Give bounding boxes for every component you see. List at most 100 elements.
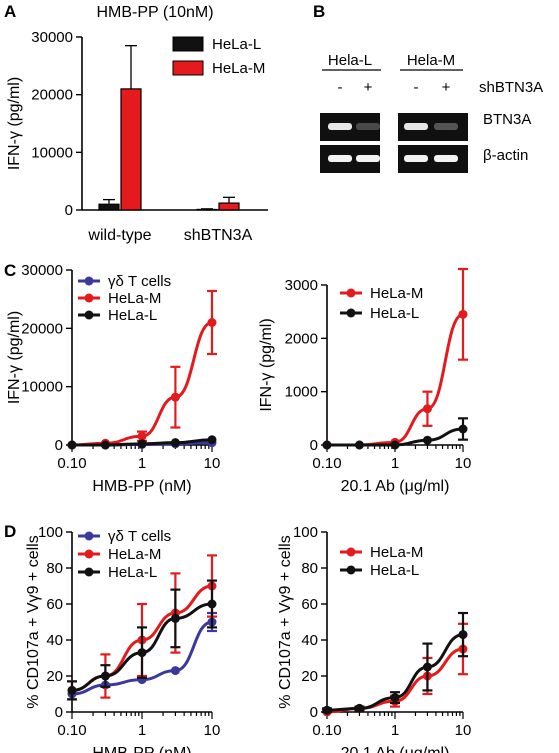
- chart-a-bar: [218, 202, 240, 211]
- y-tick-label: 100: [293, 524, 318, 541]
- panel-d-right-chart: 0 20 40 60 80 100 0.10 1 10 20.1 Ab (μg/ml) % CD10…: [277, 524, 471, 753]
- x-tick-label: 10: [455, 455, 472, 472]
- data-point: [422, 662, 432, 672]
- legend-marker: [84, 549, 94, 559]
- x-tick-label: 0.10: [57, 455, 86, 472]
- data-point: [458, 424, 468, 434]
- gel-condition-label: shBTN3A: [479, 79, 543, 96]
- x-tick-label: 1: [138, 722, 146, 739]
- y-axis-label: IFN-γ (pg/ml): [6, 311, 23, 404]
- data-point: [322, 705, 332, 715]
- legend-marker: [84, 531, 94, 541]
- series-line: [71, 321, 213, 447]
- y-tick-label: 20000: [21, 320, 63, 337]
- y-tick-label: 0: [310, 437, 318, 454]
- y-tick-label: 40: [301, 632, 318, 649]
- chart-a-y-tick-label: 0: [65, 202, 73, 219]
- y-tick-label: 80: [301, 560, 318, 577]
- panel-letter-b: B: [313, 2, 325, 21]
- panel-b-gel: Hela-L Hela-M - + - + shBTN3A BTN3A β-ac…: [320, 52, 543, 173]
- gel-group-label-2: Hela-M: [407, 52, 455, 69]
- chart-a-legend-label: HeLa-M: [212, 60, 265, 77]
- data-point: [170, 666, 180, 676]
- y-tick-label: 60: [301, 596, 318, 613]
- legend-label: γδ T cells: [108, 528, 171, 545]
- data-point: [322, 440, 332, 450]
- x-tick-label: 0.10: [312, 455, 341, 472]
- y-tick-label: 20: [46, 668, 63, 685]
- data-point: [422, 404, 432, 414]
- x-tick-label: 1: [391, 455, 399, 472]
- panel-letter-c: C: [4, 261, 16, 280]
- legend-label: HeLa-L: [108, 307, 157, 324]
- legend-marker: [84, 567, 94, 577]
- y-tick-label: 80: [46, 560, 63, 577]
- legend-marker: [84, 293, 94, 303]
- chart-a-legend-label: HeLa-L: [212, 36, 261, 53]
- y-tick-label: 10000: [21, 379, 63, 396]
- y-tick-label: 0: [55, 437, 63, 454]
- chart-a-x-tick-label: wild-type: [87, 227, 151, 244]
- y-tick-label: 60: [46, 596, 63, 613]
- gel-band: [404, 155, 428, 162]
- x-tick-label: 1: [138, 455, 146, 472]
- chart-a-bars: [98, 45, 240, 211]
- chart-a-y-tick-label: 10000: [31, 144, 73, 161]
- chart-a-bar: [196, 208, 218, 211]
- gel-group-label-1: Hela-L: [328, 52, 372, 69]
- legend-marker: [346, 288, 356, 298]
- chart-a-legend-swatch: [172, 60, 204, 76]
- legend-label: HeLa-M: [370, 285, 423, 302]
- legend-label: HeLa-M: [370, 544, 423, 561]
- gel-image: [320, 113, 468, 173]
- legend-label: HeLa-L: [370, 562, 419, 579]
- data-point: [170, 613, 180, 623]
- legend-marker: [346, 565, 356, 575]
- lane-sign-3: -: [414, 79, 419, 96]
- y-tick-label: 40: [46, 632, 63, 649]
- y-tick-label: 0: [55, 704, 63, 721]
- lane-sign-2: +: [364, 79, 373, 96]
- legend-label: γδ T cells: [108, 273, 171, 290]
- data-point: [354, 703, 364, 713]
- legend-label: HeLa-L: [108, 564, 157, 581]
- data-point: [67, 685, 77, 695]
- x-tick-label: 0.10: [57, 722, 86, 739]
- panel-c-right-chart: 0 1000 2000 3000 0.10 1 10 20.1 Ab (μg/ml) IFN-γ…: [258, 267, 472, 495]
- x-tick-label: 0.10: [312, 722, 341, 739]
- gel-band: [328, 123, 352, 130]
- data-point: [458, 309, 468, 319]
- legend-label: HeLa-M: [108, 546, 161, 563]
- data-point: [207, 318, 217, 327]
- data-point: [100, 671, 110, 681]
- gel-band: [356, 123, 380, 130]
- lane-sign-4: +: [442, 79, 451, 96]
- gel-band: [328, 155, 352, 162]
- chart-a-axes: 0 10000 20000 30000 IFN-γ (pg/ml) wild-type sh…: [6, 29, 268, 244]
- panel-c-left-chart: 0 10000 20000 30000 0.10 1 10 HMB-PP (nM) IFN-γ …: [6, 262, 220, 495]
- data-point: [67, 440, 77, 450]
- data-point: [137, 648, 147, 658]
- data-point: [390, 693, 400, 703]
- y-tick-label: 2000: [285, 330, 318, 347]
- panel-letter-d: D: [4, 522, 16, 541]
- panel-d-left-chart: 0 20 40 60 80 100 0.10 1 10 HMB-PP (nM) % CD107a +…: [25, 524, 220, 753]
- data-point: [137, 439, 147, 449]
- data-point: [207, 599, 217, 609]
- y-tick-label: 3000: [285, 277, 318, 294]
- chart-a-legend-swatch: [172, 36, 204, 52]
- chart-a-bar: [120, 88, 142, 211]
- gel-row-label-btn3a: BTN3A: [483, 111, 531, 128]
- chart-a-title: HMB-PP (10nM): [96, 4, 213, 21]
- y-tick-label: 1000: [285, 384, 318, 401]
- y-tick-label: 20: [301, 668, 318, 685]
- data-point: [170, 392, 180, 402]
- data-point: [390, 440, 400, 450]
- y-tick-label: 30000: [21, 262, 63, 279]
- legend-marker: [346, 547, 356, 557]
- chart-a-y-tick-label: 20000: [31, 87, 73, 104]
- y-tick-label: 100: [38, 524, 63, 541]
- data-point: [137, 431, 147, 441]
- legend-label: HeLa-M: [108, 290, 161, 307]
